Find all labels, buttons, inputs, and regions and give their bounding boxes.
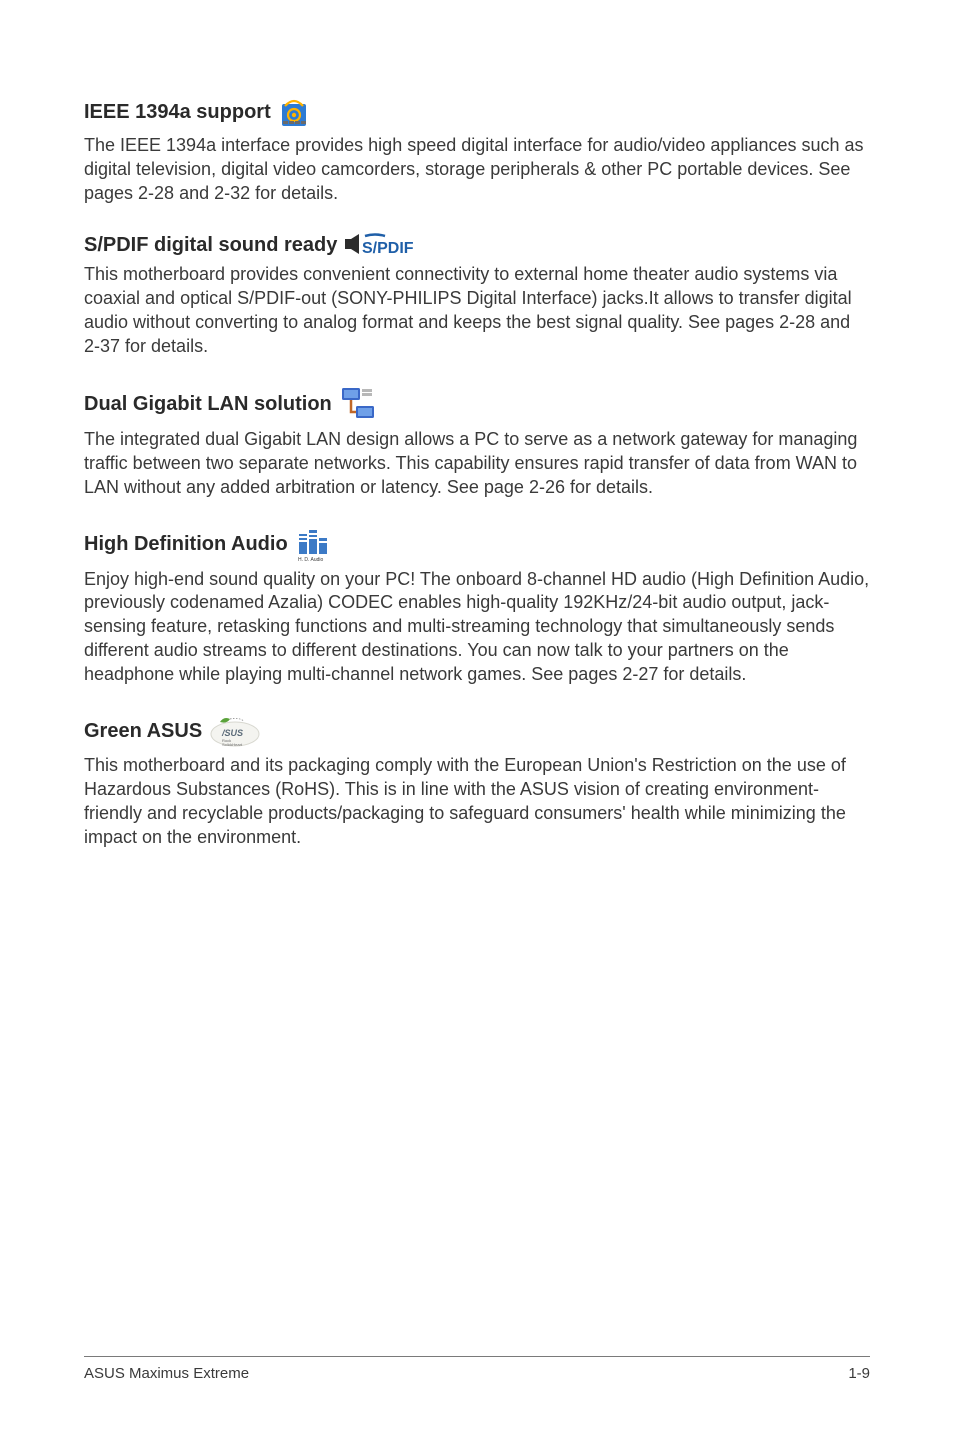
lan-icon <box>340 386 376 422</box>
body-ieee1394: The IEEE 1394a interface provides high s… <box>84 134 870 205</box>
heading-lan: Dual Gigabit LAN solution <box>84 393 332 416</box>
footer-left: ASUS Maximus Extreme <box>84 1365 249 1382</box>
heading-row-audio: High Definition Audio H. D. Audio <box>84 528 870 562</box>
section-spdif: S/PDIF digital sound ready S/PDIF This m… <box>84 233 870 358</box>
footer-page-number: 1-9 <box>848 1365 870 1382</box>
body-audio: Enjoy high-end sound quality on your PC!… <box>84 568 870 687</box>
heading-spdif: S/PDIF digital sound ready <box>84 234 337 257</box>
svg-text:/SUS: /SUS <box>221 728 243 738</box>
body-lan: The integrated dual Gigabit LAN design a… <box>84 428 870 499</box>
svg-text:H. D. Audio: H. D. Audio <box>298 557 324 562</box>
svg-text:S/PDIF: S/PDIF <box>362 240 414 257</box>
heading-row-ieee1394: IEEE 1394a support <box>84 96 870 128</box>
section-lan: Dual Gigabit LAN solution The integrated… <box>84 386 870 499</box>
section-ieee1394: IEEE 1394a support The IEEE 1394a interf… <box>84 96 870 205</box>
page-content: IEEE 1394a support The IEEE 1394a interf… <box>0 0 954 849</box>
section-audio: High Definition Audio H. D. Audio Enjoy … <box>84 528 870 687</box>
hd-audio-icon: H. D. Audio <box>296 528 330 562</box>
spdif-icon: S/PDIF <box>345 233 431 257</box>
heading-ieee1394: IEEE 1394a support <box>84 101 271 124</box>
page-footer: ASUS Maximus Extreme 1-9 <box>84 1356 870 1382</box>
heading-row-lan: Dual Gigabit LAN solution <box>84 386 870 422</box>
svg-text:Solid•Heart: Solid•Heart <box>222 742 243 747</box>
body-green: This motherboard and its packaging compl… <box>84 754 870 849</box>
heading-row-green: Green ASUS /SUS Rock Solid•Heart <box>84 714 870 748</box>
green-asus-icon: /SUS Rock Solid•Heart <box>210 714 260 748</box>
ieee1394-icon <box>279 96 309 128</box>
heading-audio: High Definition Audio <box>84 533 288 556</box>
body-spdif: This motherboard provides convenient con… <box>84 263 870 358</box>
heading-green: Green ASUS <box>84 720 202 743</box>
section-green: Green ASUS /SUS Rock Solid•Heart This mo… <box>84 714 870 849</box>
heading-row-spdif: S/PDIF digital sound ready S/PDIF <box>84 233 870 257</box>
